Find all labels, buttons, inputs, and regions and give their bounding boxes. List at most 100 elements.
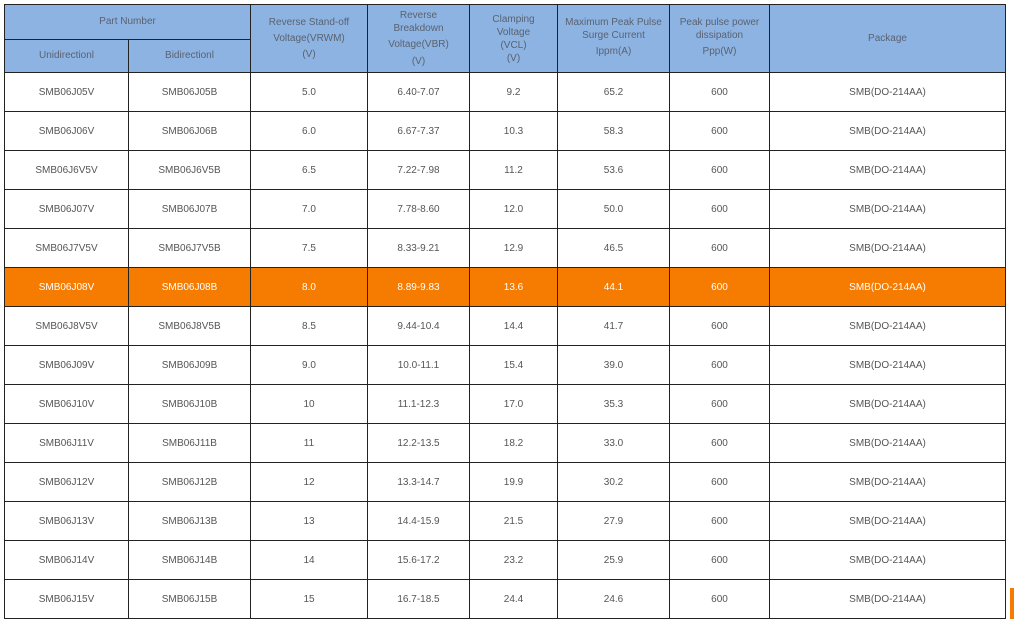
cell-bidirectional-part: SMB06J14B	[128, 540, 251, 580]
cell-unidirectional-part: SMB06J12V	[4, 462, 129, 502]
cell-package: SMB(DO-214AA)	[769, 462, 1006, 502]
cell-ppp: 600	[669, 111, 770, 151]
cell-package: SMB(DO-214AA)	[769, 501, 1006, 541]
cell-ippm: 30.2	[557, 462, 670, 502]
cell-ippm: 53.6	[557, 150, 670, 190]
cell-unidirectional-part: SMB06J05V	[4, 72, 129, 112]
cell-unidirectional-part: SMB06J08V	[4, 267, 129, 307]
cell-unidirectional-part: SMB06J11V	[4, 423, 129, 463]
cell-ppp: 600	[669, 267, 770, 307]
cell-bidirectional-part: SMB06J13B	[128, 501, 251, 541]
cell-bidirectional-part: SMB06J6V5B	[128, 150, 251, 190]
cell-vcl: 17.0	[469, 384, 558, 424]
cell-vrwm: 11	[250, 423, 368, 463]
cell-package: SMB(DO-214AA)	[769, 579, 1006, 619]
table-row-highlighted[interactable]: SMB06J08V SMB06J08B 8.0 8.89-9.83 13.6 44.1 60…	[4, 267, 1006, 307]
cell-vrwm: 12	[250, 462, 368, 502]
table-row[interactable]: SMB06J14V SMB06J14B 14 15.6-17.2 23.2 25.9 600…	[4, 540, 1006, 580]
cell-ppp: 600	[669, 306, 770, 346]
table-row[interactable]: SMB06J6V5V SMB06J6V5B 6.5 7.22-7.98 11.2 53.6…	[4, 150, 1006, 190]
cell-vcl: 15.4	[469, 345, 558, 385]
table-row[interactable]: SMB06J05V SMB06J05B 5.0 6.40-7.07 9.2 65.2 600…	[4, 72, 1006, 112]
cell-package: SMB(DO-214AA)	[769, 540, 1006, 580]
cell-vcl: 24.4	[469, 579, 558, 619]
cell-ippm: 50.0	[557, 189, 670, 229]
cell-ippm: 65.2	[557, 72, 670, 112]
cell-bidirectional-part: SMB06J05B	[128, 72, 251, 112]
header-bidirectional: Bidirectionl	[128, 39, 251, 73]
cell-ppp: 600	[669, 579, 770, 619]
header-vcl: Clamping Voltage (VCL) (V)	[469, 4, 558, 73]
cell-package: SMB(DO-214AA)	[769, 111, 1006, 151]
cell-unidirectional-part: SMB06J15V	[4, 579, 129, 619]
cell-vbr: 6.67-7.37	[367, 111, 470, 151]
scroll-indicator[interactable]	[1010, 588, 1014, 619]
cell-ppp: 600	[669, 501, 770, 541]
header-vrwm: Reverse Stand-off Voltage(VRWM) (V)	[250, 4, 368, 73]
cell-vcl: 11.2	[469, 150, 558, 190]
cell-vrwm: 7.5	[250, 228, 368, 268]
cell-bidirectional-part: SMB06J06B	[128, 111, 251, 151]
table-row[interactable]: SMB06J8V5V SMB06J8V5B 8.5 9.44-10.4 14.4 41.7…	[4, 306, 1006, 346]
table-row[interactable]: SMB06J15V SMB06J15B 15 16.7-18.5 24.4 24.6 600…	[4, 579, 1006, 619]
cell-ppp: 600	[669, 384, 770, 424]
cell-bidirectional-part: SMB06J09B	[128, 345, 251, 385]
cell-unidirectional-part: SMB06J7V5V	[4, 228, 129, 268]
cell-unidirectional-part: SMB06J13V	[4, 501, 129, 541]
cell-vcl: 9.2	[469, 72, 558, 112]
cell-vcl: 12.9	[469, 228, 558, 268]
cell-vcl: 10.3	[469, 111, 558, 151]
cell-vcl: 19.9	[469, 462, 558, 502]
cell-vcl: 12.0	[469, 189, 558, 229]
table-row[interactable]: SMB06J09V SMB06J09B 9.0 10.0-11.1 15.4 39.0 60…	[4, 345, 1006, 385]
cell-package: SMB(DO-214AA)	[769, 267, 1006, 307]
cell-vrwm: 14	[250, 540, 368, 580]
cell-unidirectional-part: SMB06J6V5V	[4, 150, 129, 190]
header-ippm: Maximum Peak Pulse Surge Current Ippm(A)	[557, 4, 670, 73]
cell-ppp: 600	[669, 150, 770, 190]
cell-ppp: 600	[669, 189, 770, 229]
cell-vrwm: 8.5	[250, 306, 368, 346]
cell-bidirectional-part: SMB06J8V5B	[128, 306, 251, 346]
table-row[interactable]: SMB06J12V SMB06J12B 12 13.3-14.7 19.9 30.2 600…	[4, 462, 1006, 502]
cell-package: SMB(DO-214AA)	[769, 423, 1006, 463]
cell-vrwm: 5.0	[250, 72, 368, 112]
cell-vrwm: 6.0	[250, 111, 368, 151]
cell-ippm: 41.7	[557, 306, 670, 346]
cell-vbr: 13.3-14.7	[367, 462, 470, 502]
table-row[interactable]: SMB06J13V SMB06J13B 13 14.4-15.9 21.5 27.9 600…	[4, 501, 1006, 541]
cell-bidirectional-part: SMB06J10B	[128, 384, 251, 424]
table-row[interactable]: SMB06J10V SMB06J10B 10 11.1-12.3 17.0 35.3 600…	[4, 384, 1006, 424]
cell-bidirectional-part: SMB06J12B	[128, 462, 251, 502]
cell-package: SMB(DO-214AA)	[769, 72, 1006, 112]
cell-bidirectional-part: SMB06J15B	[128, 579, 251, 619]
cell-vbr: 7.22-7.98	[367, 150, 470, 190]
cell-ippm: 35.3	[557, 384, 670, 424]
cell-ppp: 600	[669, 462, 770, 502]
cell-unidirectional-part: SMB06J07V	[4, 189, 129, 229]
table-row[interactable]: SMB06J06V SMB06J06B 6.0 6.67-7.37 10.3 58.3 60…	[4, 111, 1006, 151]
cell-package: SMB(DO-214AA)	[769, 384, 1006, 424]
cell-vrwm: 9.0	[250, 345, 368, 385]
cell-vrwm: 8.0	[250, 267, 368, 307]
cell-package: SMB(DO-214AA)	[769, 345, 1006, 385]
cell-ippm: 24.6	[557, 579, 670, 619]
cell-ppp: 600	[669, 228, 770, 268]
cell-ippm: 25.9	[557, 540, 670, 580]
cell-ppp: 600	[669, 423, 770, 463]
cell-vbr: 12.2-13.5	[367, 423, 470, 463]
cell-vbr: 9.44-10.4	[367, 306, 470, 346]
cell-unidirectional-part: SMB06J06V	[4, 111, 129, 151]
table-row[interactable]: SMB06J07V SMB06J07B 7.0 7.78-8.60 12.0 50.0 60…	[4, 189, 1006, 229]
cell-vrwm: 15	[250, 579, 368, 619]
cell-vrwm: 6.5	[250, 150, 368, 190]
cell-vbr: 10.0-11.1	[367, 345, 470, 385]
table-row[interactable]: SMB06J11V SMB06J11B 11 12.2-13.5 18.2 33.0 600…	[4, 423, 1006, 463]
table-row[interactable]: SMB06J7V5V SMB06J7V5B 7.5 8.33-9.21 12.9 46.5…	[4, 228, 1006, 268]
cell-vrwm: 13	[250, 501, 368, 541]
cell-ippm: 44.1	[557, 267, 670, 307]
cell-vcl: 13.6	[469, 267, 558, 307]
cell-vrwm: 7.0	[250, 189, 368, 229]
cell-vcl: 21.5	[469, 501, 558, 541]
cell-vbr: 6.40-7.07	[367, 72, 470, 112]
